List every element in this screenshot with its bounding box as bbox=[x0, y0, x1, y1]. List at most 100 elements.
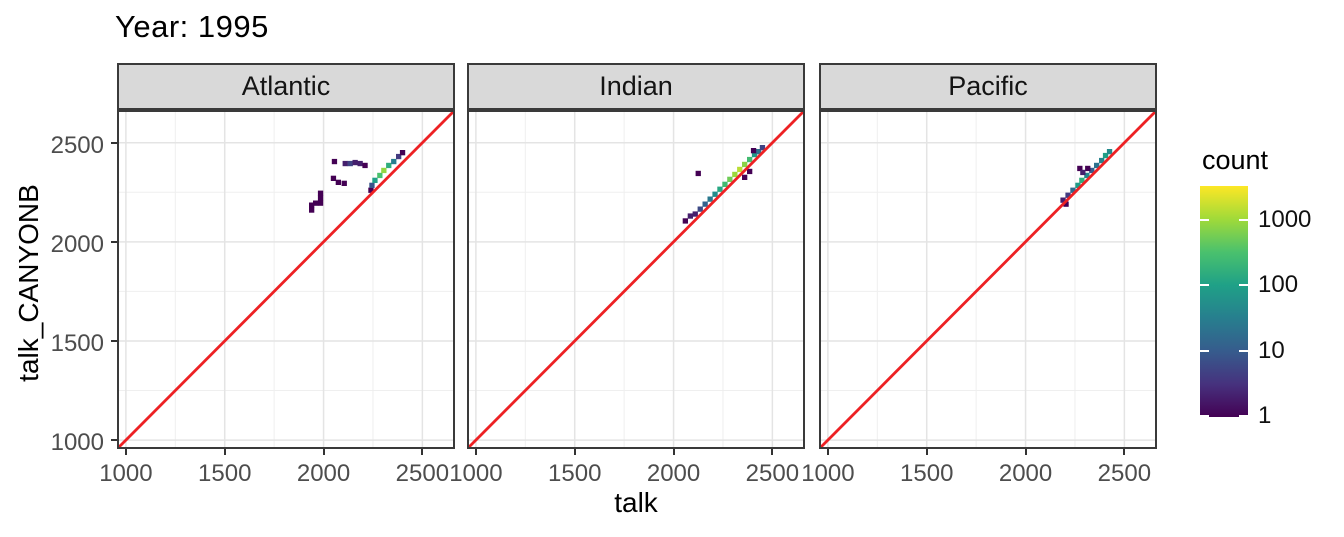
x-tick-label: 1500 bbox=[548, 460, 602, 487]
bin-layer bbox=[1060, 149, 1113, 207]
bin-cell bbox=[682, 218, 688, 224]
bin-cell bbox=[357, 160, 363, 167]
bin-cell bbox=[317, 195, 324, 201]
y-tick-mark bbox=[111, 439, 117, 442]
bin-cell bbox=[727, 176, 733, 182]
x-tick-label: 1500 bbox=[900, 460, 954, 487]
y-tick-label: 1500 bbox=[50, 329, 104, 357]
x-tick-mark bbox=[826, 449, 829, 455]
bin-cell bbox=[330, 175, 337, 181]
legend-tick-label: 1 bbox=[1258, 402, 1272, 429]
bin-cell bbox=[362, 162, 368, 169]
bin-cell bbox=[399, 150, 406, 156]
x-tick-mark bbox=[771, 449, 774, 455]
legend-tick-mark bbox=[1239, 415, 1248, 417]
bin-cell bbox=[732, 171, 738, 178]
x-tick-label: 2500 bbox=[395, 460, 450, 487]
bin-cell bbox=[317, 190, 324, 196]
bin-cell bbox=[707, 196, 713, 202]
bin-layer bbox=[309, 150, 406, 213]
bin-cell bbox=[309, 207, 315, 213]
facet-panel-pacific bbox=[819, 110, 1157, 449]
bin-cell bbox=[352, 159, 358, 166]
bin-cell bbox=[1065, 192, 1071, 198]
bin-cell bbox=[309, 202, 315, 208]
legend-tick-mark bbox=[1239, 218, 1248, 221]
plot-title: Year: 1995 bbox=[115, 9, 269, 44]
bin-cell bbox=[755, 149, 762, 155]
bin-cell bbox=[1079, 177, 1085, 183]
panel-border bbox=[117, 110, 455, 449]
legend-tick-label: 1000 bbox=[1258, 205, 1312, 233]
facet-strip-indian: Indian bbox=[467, 63, 805, 110]
bin-cell bbox=[1077, 165, 1083, 172]
bin-cell bbox=[1063, 201, 1069, 207]
x-tick-mark bbox=[1024, 449, 1027, 455]
legend-tick-label: 100 bbox=[1258, 271, 1299, 298]
y-tick-mark bbox=[111, 240, 117, 243]
x-tick-mark bbox=[672, 449, 675, 455]
legend-tick-mark bbox=[1200, 349, 1209, 352]
bin-cell bbox=[742, 174, 748, 180]
legend-tick-mark bbox=[1200, 415, 1209, 417]
bin-cell bbox=[391, 158, 397, 165]
bin-cell bbox=[751, 151, 758, 158]
bin-cell bbox=[742, 161, 748, 168]
x-tick-mark bbox=[421, 449, 424, 455]
bin-cell bbox=[747, 156, 753, 163]
y-tick-label: 2000 bbox=[50, 230, 104, 258]
y-tick-mark bbox=[111, 339, 117, 342]
bin-cell bbox=[702, 201, 708, 207]
x-tick-mark bbox=[223, 449, 226, 455]
bin-cell bbox=[368, 187, 374, 193]
bin-cell bbox=[1080, 169, 1086, 176]
x-tick-label: 1000 bbox=[99, 460, 153, 487]
bin-cell bbox=[737, 166, 743, 173]
bin-cell bbox=[381, 167, 387, 174]
bin-cell bbox=[369, 182, 375, 188]
bin-cell bbox=[335, 179, 341, 185]
legend-tick-mark bbox=[1200, 218, 1209, 221]
legend-tick-label: 10 bbox=[1258, 336, 1285, 364]
bin-cell bbox=[750, 148, 757, 154]
bin-cell bbox=[1106, 149, 1113, 155]
identity-line bbox=[117, 110, 455, 449]
x-tick-label: 2500 bbox=[745, 460, 800, 487]
y-tick-label: 1000 bbox=[50, 429, 104, 457]
facet-panel-atlantic bbox=[117, 110, 455, 449]
x-tick-label: 1500 bbox=[198, 460, 252, 487]
x-tick-label: 2500 bbox=[1097, 460, 1152, 487]
legend-tick-mark bbox=[1239, 284, 1248, 286]
bin-cell bbox=[372, 177, 378, 183]
bin-cell bbox=[697, 206, 703, 212]
bin-cell bbox=[712, 191, 718, 197]
identity-line bbox=[819, 110, 1157, 449]
x-tick-label: 2000 bbox=[296, 460, 351, 487]
y-axis-title: talk_CANYONB bbox=[13, 184, 44, 382]
bin-layer bbox=[682, 145, 766, 224]
bin-cell bbox=[386, 162, 392, 169]
y-tick-mark bbox=[111, 141, 117, 144]
bin-cell bbox=[722, 181, 728, 187]
legend-tick-mark bbox=[1239, 349, 1248, 352]
facet-strip-label: Atlantic bbox=[241, 71, 331, 101]
bin-cell bbox=[317, 200, 324, 206]
bin-cell bbox=[331, 158, 338, 165]
panel-border bbox=[819, 110, 1157, 449]
x-tick-label: 2000 bbox=[646, 460, 701, 487]
x-axis-title: talk bbox=[614, 487, 658, 518]
x-tick-mark bbox=[925, 449, 928, 455]
bin-cell bbox=[1089, 167, 1095, 174]
legend-colorbar bbox=[1200, 186, 1248, 417]
bin-cell bbox=[1099, 157, 1105, 164]
bin-cell bbox=[1084, 172, 1090, 179]
facet-strip-atlantic: Atlantic bbox=[117, 63, 455, 110]
x-tick-mark bbox=[474, 449, 477, 455]
facet-panel-indian bbox=[467, 110, 805, 449]
bin-cell bbox=[377, 172, 383, 179]
x-tick-mark bbox=[573, 449, 576, 455]
bin-cell bbox=[1102, 152, 1109, 159]
bin-cell bbox=[1070, 187, 1076, 193]
bin-cell bbox=[1094, 162, 1100, 169]
